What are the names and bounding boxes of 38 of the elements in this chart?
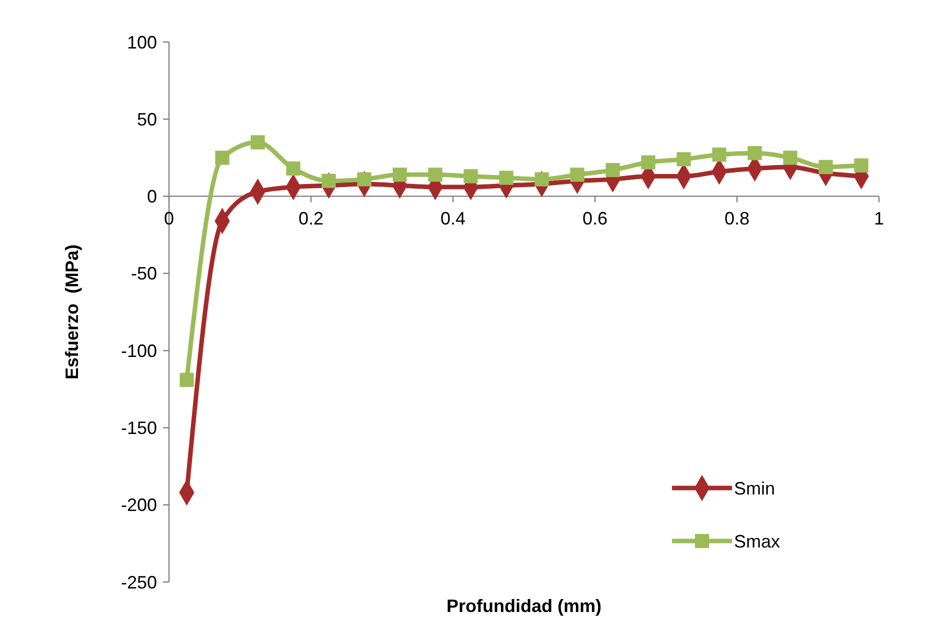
- point: [392, 168, 407, 182]
- y-tick-label: -200: [120, 495, 157, 516]
- legend-label: Smax: [734, 531, 780, 552]
- x-tick-label: 1: [874, 208, 884, 228]
- point: [428, 168, 442, 182]
- point: [748, 146, 762, 160]
- y-tick-label: -150: [120, 418, 157, 438]
- point: [215, 150, 230, 165]
- point: [570, 168, 584, 182]
- y-tick-label: -50: [130, 264, 157, 284]
- x-tick-label: 0.2: [298, 208, 324, 228]
- y-tick-label: 50: [136, 109, 157, 130]
- legend-label: Smin: [734, 478, 776, 498]
- x-axis-title: Profundidad (mm): [446, 596, 602, 616]
- y-tick-label: 100: [126, 32, 157, 52]
- point: [180, 372, 194, 387]
- point: [641, 155, 656, 170]
- point: [534, 172, 549, 186]
- point: [499, 170, 514, 185]
- point: [712, 148, 726, 162]
- x-tick-label: 0.8: [724, 208, 750, 228]
- x-tick-label: 0.4: [440, 208, 466, 228]
- point: [322, 174, 336, 188]
- x-tick-label: 0.6: [582, 208, 608, 228]
- point: [357, 172, 372, 186]
- point: [464, 169, 478, 184]
- point: [606, 162, 620, 178]
- point: [250, 135, 265, 150]
- x-tick-label: 0: [164, 208, 174, 228]
- point: [676, 152, 691, 166]
- point: [818, 160, 833, 174]
- y-tick-label: -100: [120, 340, 157, 361]
- y-tick-label: 0: [146, 186, 157, 207]
- point: [783, 150, 798, 165]
- y-tick-label: -250: [120, 572, 157, 592]
- point: [286, 161, 300, 176]
- y-axis-title: Esfuerzo (MPa): [62, 244, 82, 380]
- point: [854, 158, 868, 172]
